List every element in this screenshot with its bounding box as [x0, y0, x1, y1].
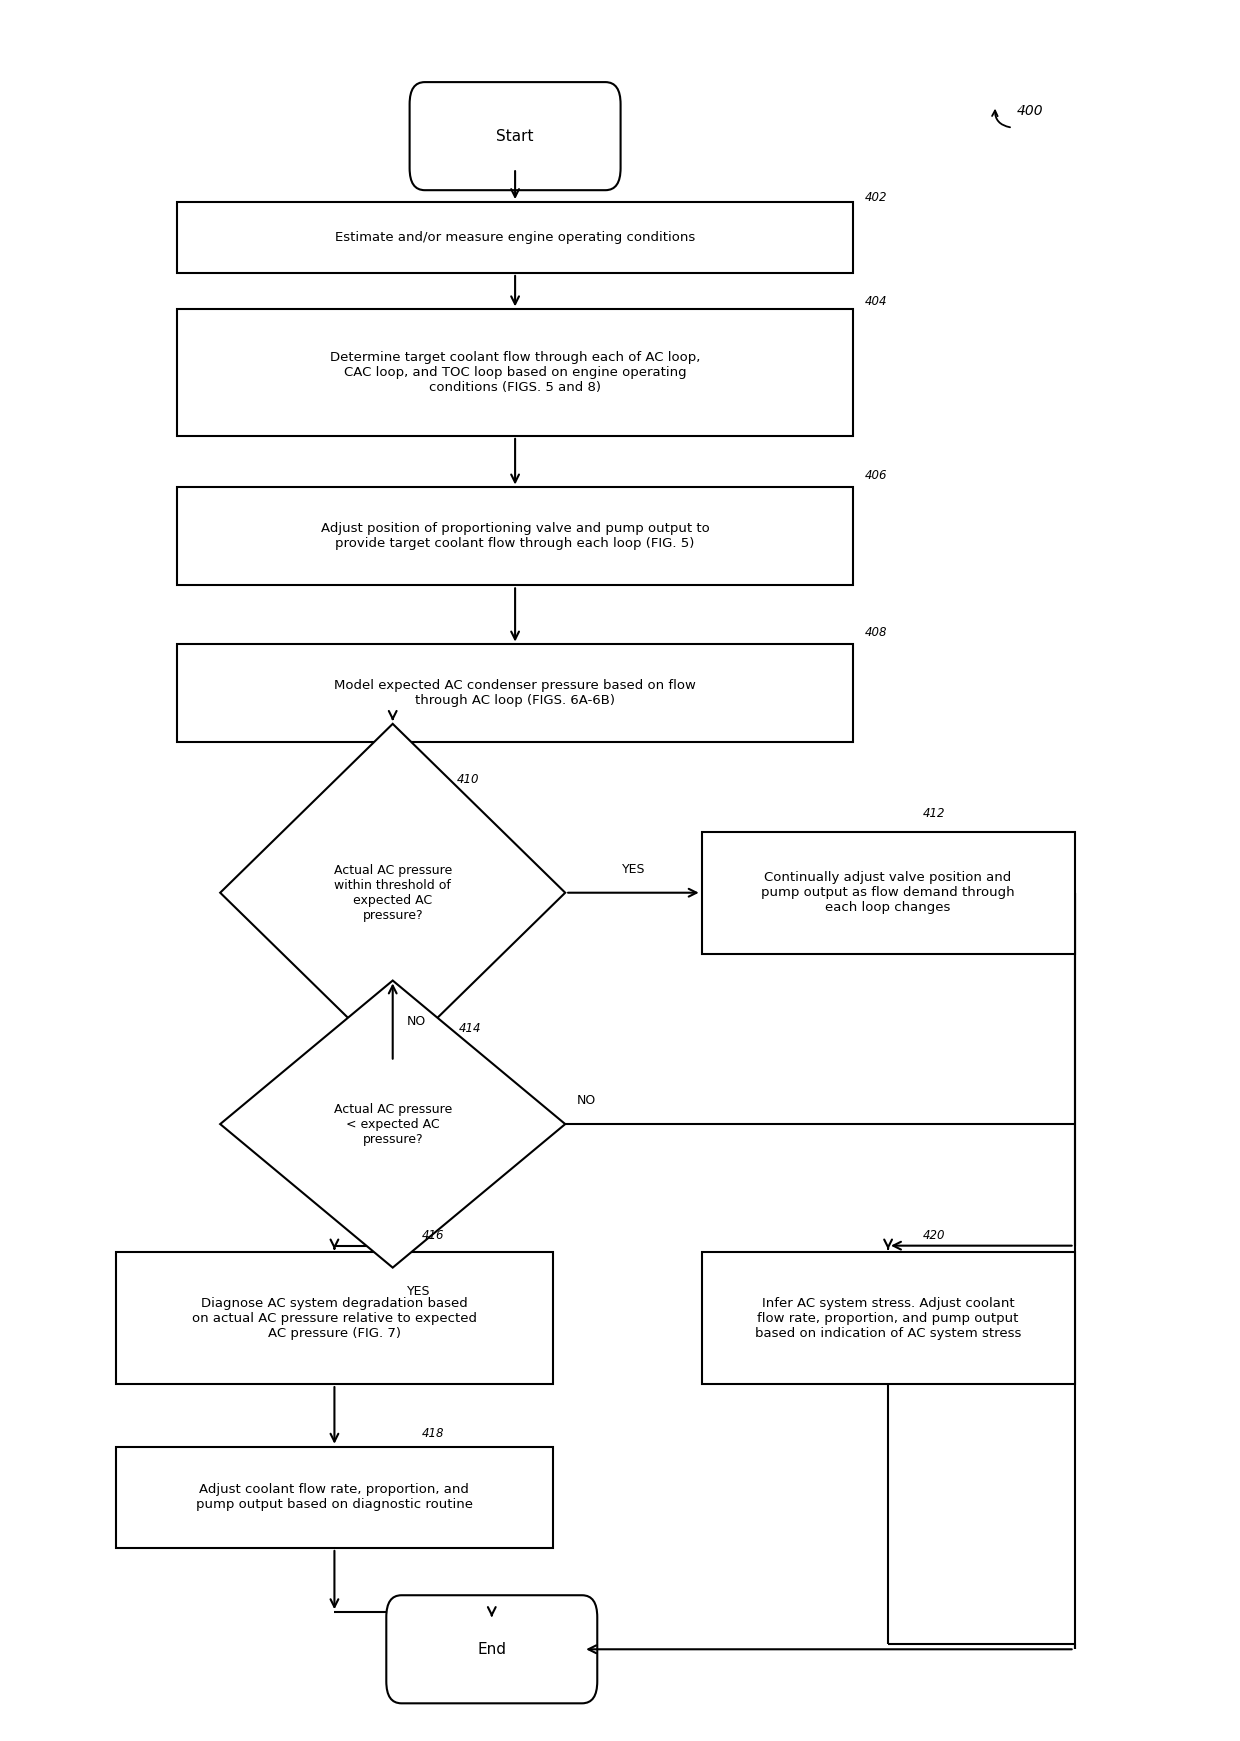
Text: 402: 402 [864, 192, 888, 204]
Text: Infer AC system stress. Adjust coolant
flow rate, proportion, and pump output
ba: Infer AC system stress. Adjust coolant f… [755, 1297, 1022, 1341]
Text: 414: 414 [459, 1022, 481, 1034]
Text: 408: 408 [864, 627, 888, 639]
Text: Determine target coolant flow through each of AC loop,
CAC loop, and TOC loop ba: Determine target coolant flow through ea… [330, 352, 701, 393]
FancyBboxPatch shape [115, 1252, 553, 1384]
FancyBboxPatch shape [702, 1252, 1075, 1384]
Text: 420: 420 [923, 1229, 946, 1243]
Text: 406: 406 [864, 470, 888, 482]
Text: 404: 404 [864, 296, 888, 308]
Text: YES: YES [407, 1285, 430, 1297]
Text: NO: NO [407, 1015, 427, 1027]
FancyBboxPatch shape [409, 82, 620, 190]
FancyBboxPatch shape [177, 202, 853, 273]
Text: 400: 400 [1017, 104, 1043, 118]
Text: YES: YES [621, 864, 645, 876]
Text: Diagnose AC system degradation based
on actual AC pressure relative to expected
: Diagnose AC system degradation based on … [192, 1297, 477, 1341]
Text: Adjust position of proportioning valve and pump output to
provide target coolant: Adjust position of proportioning valve a… [321, 522, 709, 550]
FancyBboxPatch shape [177, 644, 853, 742]
Text: 412: 412 [923, 808, 946, 820]
Text: 418: 418 [422, 1428, 444, 1440]
Text: Start: Start [496, 129, 534, 145]
FancyBboxPatch shape [702, 832, 1075, 954]
FancyBboxPatch shape [177, 487, 853, 585]
Text: Model expected AC condenser pressure based on flow
through AC loop (FIGS. 6A-6B): Model expected AC condenser pressure bas… [334, 679, 696, 707]
Text: Actual AC pressure
within threshold of
expected AC
pressure?: Actual AC pressure within threshold of e… [334, 864, 451, 921]
Text: Adjust coolant flow rate, proportion, and
pump output based on diagnostic routin: Adjust coolant flow rate, proportion, an… [196, 1483, 472, 1511]
Text: Continually adjust valve position and
pump output as flow demand through
each lo: Continually adjust valve position and pu… [761, 870, 1014, 914]
Polygon shape [221, 980, 565, 1267]
Text: Estimate and/or measure engine operating conditions: Estimate and/or measure engine operating… [335, 232, 696, 244]
Text: 416: 416 [422, 1229, 444, 1243]
Polygon shape [221, 724, 565, 1062]
FancyBboxPatch shape [387, 1595, 598, 1703]
Text: NO: NO [577, 1093, 596, 1107]
FancyBboxPatch shape [115, 1447, 553, 1548]
Text: End: End [477, 1642, 506, 1657]
FancyBboxPatch shape [177, 310, 853, 435]
Text: Actual AC pressure
< expected AC
pressure?: Actual AC pressure < expected AC pressur… [334, 1102, 451, 1146]
Text: 410: 410 [456, 773, 480, 787]
